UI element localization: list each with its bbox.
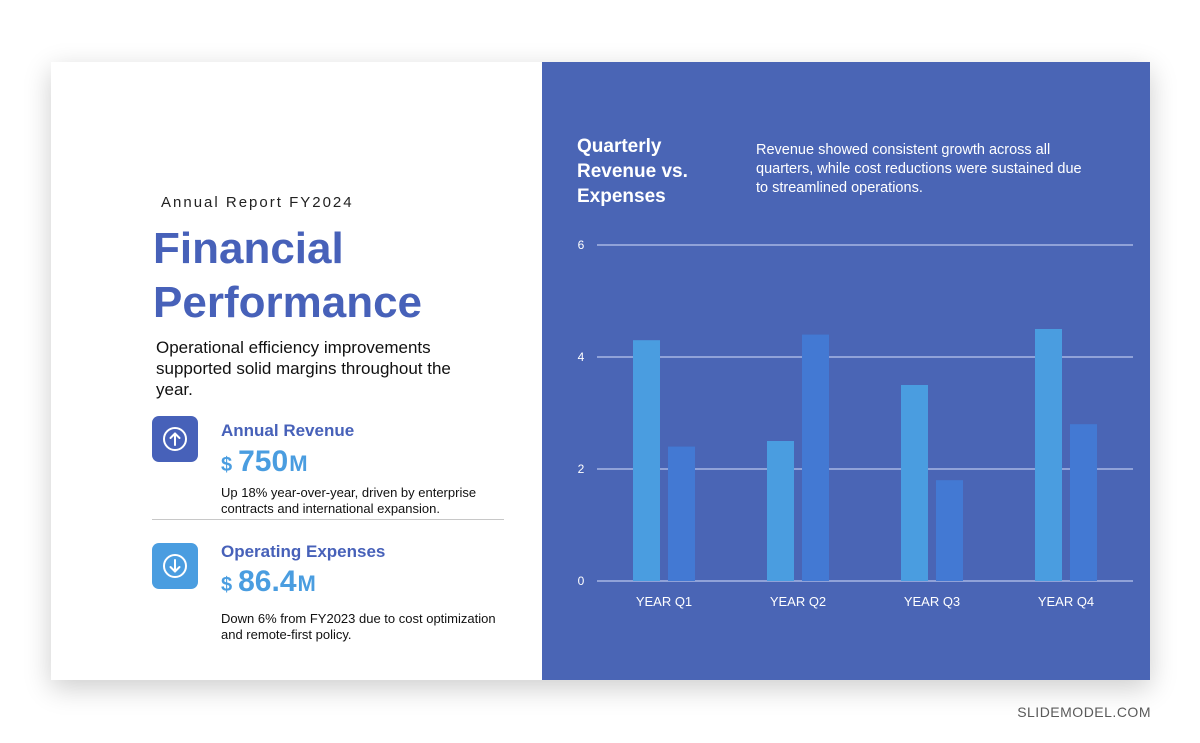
divider [152,519,504,520]
bar-2-4 [1070,424,1097,581]
kpi-currency: $ [221,574,233,596]
kpi-value-revenue: $750M [221,445,308,479]
lead-text: Operational efficiency improvements supp… [156,338,451,399]
left-panel: Annual Report FY2024 Financial Performan… [51,62,542,680]
chart-title-line-3: Expenses [577,186,666,207]
y-tick-label: 2 [578,462,585,476]
slide: Annual Report FY2024 Financial Performan… [51,62,1150,680]
bar-1-2 [767,441,794,581]
page-title: Financial Performance [153,222,533,330]
chart-title-line-2: Revenue vs. [577,161,688,182]
kpi-number: 86.4 [238,565,297,598]
x-tick-label: YEAR Q3 [904,594,960,609]
bar-1-1 [633,340,660,581]
kpi-label-expenses: Operating Expenses [221,542,386,561]
credit: SLIDEMODEL.COM [1017,704,1151,720]
bar-1-3 [901,385,928,581]
kpi-number: 750 [238,445,289,478]
kpi-currency: $ [221,454,233,476]
kpi-desc-expenses: Down 6% from FY2023 due to cost optimiza… [221,611,496,642]
axis-labels: 0 2 4 6 YEAR Q1 YEAR Q2 YEAR Q3 YEAR Q4 [578,238,1095,609]
kpi-desc-revenue: Up 18% year-over-year, driven by enterpr… [221,485,477,516]
y-tick-label: 4 [578,350,585,364]
kpi-label-revenue: Annual Revenue [221,421,355,440]
kpi-unit: M [297,571,316,596]
kpi-value-expenses: $86.4M [221,565,316,599]
x-tick-label: YEAR Q2 [770,594,826,609]
bar-2-2 [802,334,829,581]
y-tick-label: 6 [578,238,585,252]
title-line-1: Financial [153,224,344,273]
chart-note: Revenue showed consistent growth across … [756,142,1082,196]
title-line-2: Performance [153,278,423,327]
y-tick-label: 0 [578,574,585,588]
arrow-up-circle-icon [152,416,198,462]
report-eyebrow: Annual Report FY2024 [161,194,354,211]
chart-note-wrap: Revenue showed consistent growth across … [756,142,1082,196]
bar-1-4 [1035,329,1062,581]
chart-panel: Quarterly Revenue vs. Expenses Revenue s… [542,62,1150,680]
kpi-unit: M [289,451,308,476]
bar-2-1 [668,446,695,581]
bars [633,329,1097,581]
chart-title-line-1: Quarterly [577,136,662,157]
arrow-down-circle-icon [152,543,198,589]
bar-chart: Quarterly Revenue vs. Expenses Revenue s… [542,62,1150,680]
x-tick-label: YEAR Q4 [1038,594,1094,609]
bar-2-3 [936,480,963,581]
x-tick-label: YEAR Q1 [636,594,692,609]
